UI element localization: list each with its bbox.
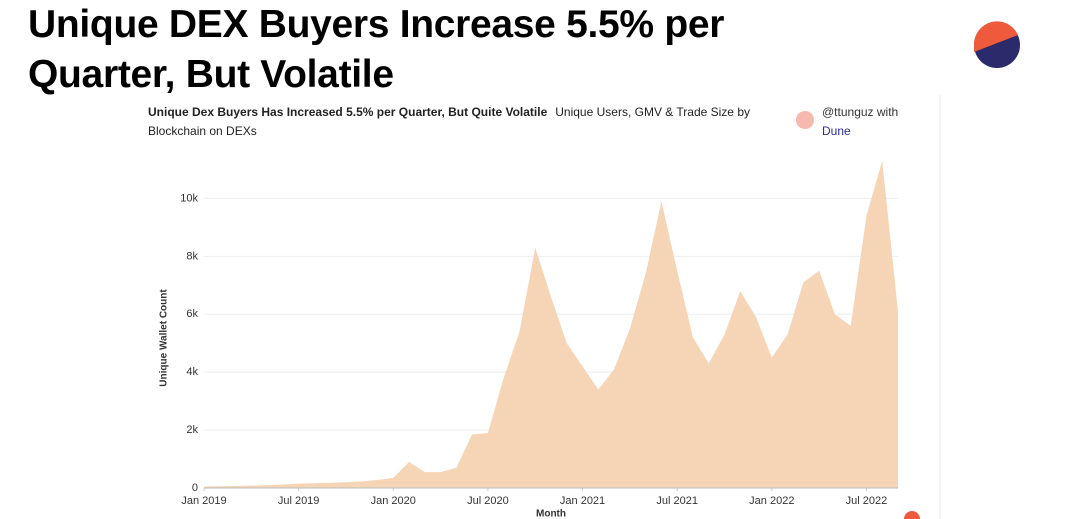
attribution: @ttunguz with Dune <box>822 103 898 141</box>
chart-subtitle: Unique Users, GMV & Trade Size by Blockc… <box>148 105 750 138</box>
chart-title: Unique Dex Buyers Has Increased 5.5% per… <box>148 105 548 119</box>
area <box>204 160 898 488</box>
attribution-handle: @ttunguz with <box>822 105 899 119</box>
y-tick-label: 2k <box>186 424 198 436</box>
slide-title: Unique DEX Buyers Increase 5.5% per Quar… <box>28 3 725 96</box>
y-axis-label: Unique Wallet Count <box>159 289 170 387</box>
corner-dot <box>904 511 920 519</box>
attribution-icon <box>796 111 814 129</box>
y-tick-label: 0 <box>192 482 198 494</box>
x-tick-label: Jul 2022 <box>846 495 888 507</box>
attribution-source[interactable]: Dune <box>822 124 851 138</box>
y-tick-label: 4k <box>186 366 198 378</box>
x-tick-label: Jan 2021 <box>560 495 605 507</box>
x-tick-label: Jul 2019 <box>278 495 320 507</box>
y-tick-label: 6k <box>186 308 198 320</box>
x-tick-label: Jan 2019 <box>181 495 226 507</box>
x-axis-label: Month <box>536 509 566 519</box>
chart-heading: Unique Dex Buyers Has Increased 5.5% per… <box>148 103 788 141</box>
x-tick-label: Jan 2020 <box>371 495 416 507</box>
x-tick-label: Jul 2021 <box>656 495 698 507</box>
y-tick-label: 10k <box>180 192 198 204</box>
x-tick-label: Jan 2022 <box>749 495 794 507</box>
x-tick-label: Jul 2020 <box>467 495 509 507</box>
y-tick-label: 8k <box>186 250 198 262</box>
logo-accent <box>973 21 1018 52</box>
